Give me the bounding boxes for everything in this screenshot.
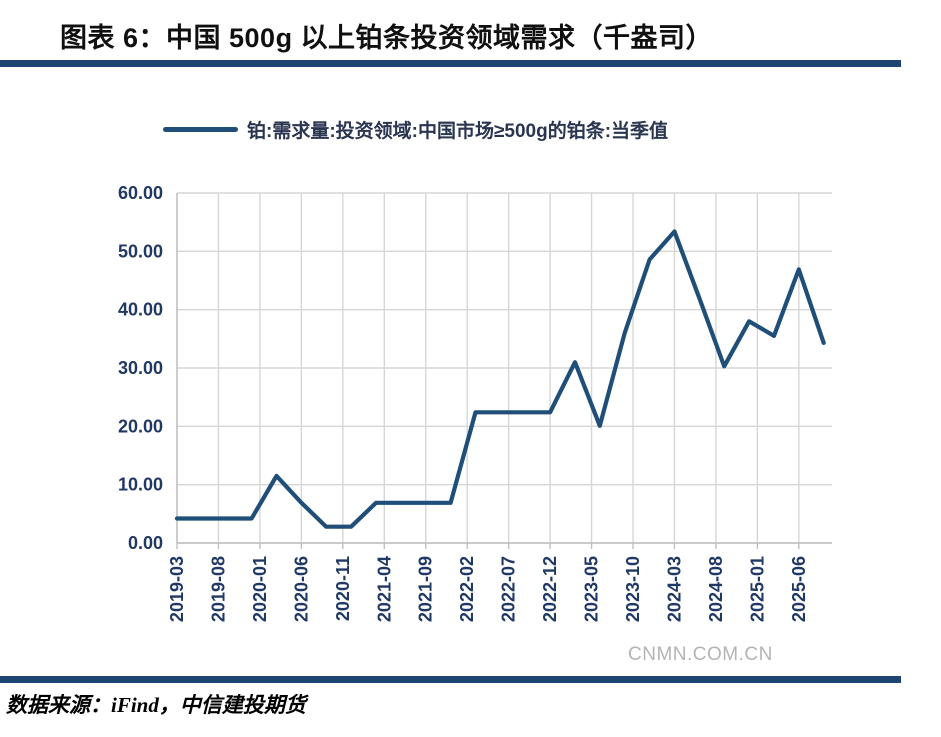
svg-text:2025-06: 2025-06 bbox=[789, 556, 809, 622]
svg-text:2020-01: 2020-01 bbox=[250, 556, 270, 622]
svg-text:2020-11: 2020-11 bbox=[333, 556, 353, 621]
line-chart: 0.00 10.00 20.00 30.00 40.00 50.00 60.00 2019-0… bbox=[118, 183, 832, 622]
svg-text:2023-10: 2023-10 bbox=[623, 556, 643, 622]
svg-text:2019-08: 2019-08 bbox=[208, 556, 228, 622]
svg-text:10.00: 10.00 bbox=[118, 475, 163, 495]
svg-text:2022-02: 2022-02 bbox=[457, 556, 477, 622]
svg-text:2022-12: 2022-12 bbox=[540, 556, 560, 622]
svg-text:2022-07: 2022-07 bbox=[499, 556, 519, 622]
svg-text:0.00: 0.00 bbox=[128, 533, 163, 553]
svg-text:40.00: 40.00 bbox=[118, 300, 163, 320]
svg-text:2023-05: 2023-05 bbox=[582, 556, 602, 622]
title-divider bbox=[0, 60, 901, 67]
svg-text:2025-01: 2025-01 bbox=[747, 556, 767, 622]
legend-label: 铂:需求量:投资领域:中国市场≥500g的铂条:当季值 bbox=[247, 121, 669, 142]
y-axis-labels: 0.00 10.00 20.00 30.00 40.00 50.00 60.00 bbox=[118, 183, 163, 553]
chart-legend: 铂:需求量:投资领域:中国市场≥500g的铂条:当季值 bbox=[163, 116, 668, 143]
gridlines bbox=[176, 192, 832, 544]
svg-text:2021-04: 2021-04 bbox=[374, 556, 394, 622]
watermark: CNMN.COM.CN bbox=[628, 644, 773, 665]
svg-text:30.00: 30.00 bbox=[118, 358, 163, 378]
svg-text:20.00: 20.00 bbox=[118, 416, 163, 436]
svg-text:2021-09: 2021-09 bbox=[416, 556, 436, 622]
figure-title: 图表 6：中国 500g 以上铂条投资领域需求（千盎司） bbox=[60, 23, 714, 53]
svg-text:50.00: 50.00 bbox=[118, 241, 163, 261]
footer-divider bbox=[0, 676, 901, 683]
legend-line-swatch bbox=[163, 127, 238, 132]
data-source: 数据来源：iFind，中信建投期货 bbox=[6, 693, 306, 717]
x-axis-labels: 2019-03 2019-08 2020-01 2020-06 2020-11 2021-… bbox=[167, 556, 809, 622]
axis-lines bbox=[176, 193, 832, 549]
svg-text:2020-06: 2020-06 bbox=[291, 556, 311, 622]
svg-text:2024-08: 2024-08 bbox=[706, 556, 726, 622]
svg-text:2024-03: 2024-03 bbox=[664, 556, 684, 622]
svg-text:60.00: 60.00 bbox=[118, 183, 163, 203]
series-line bbox=[174, 229, 826, 529]
svg-text:2019-03: 2019-03 bbox=[167, 556, 187, 622]
